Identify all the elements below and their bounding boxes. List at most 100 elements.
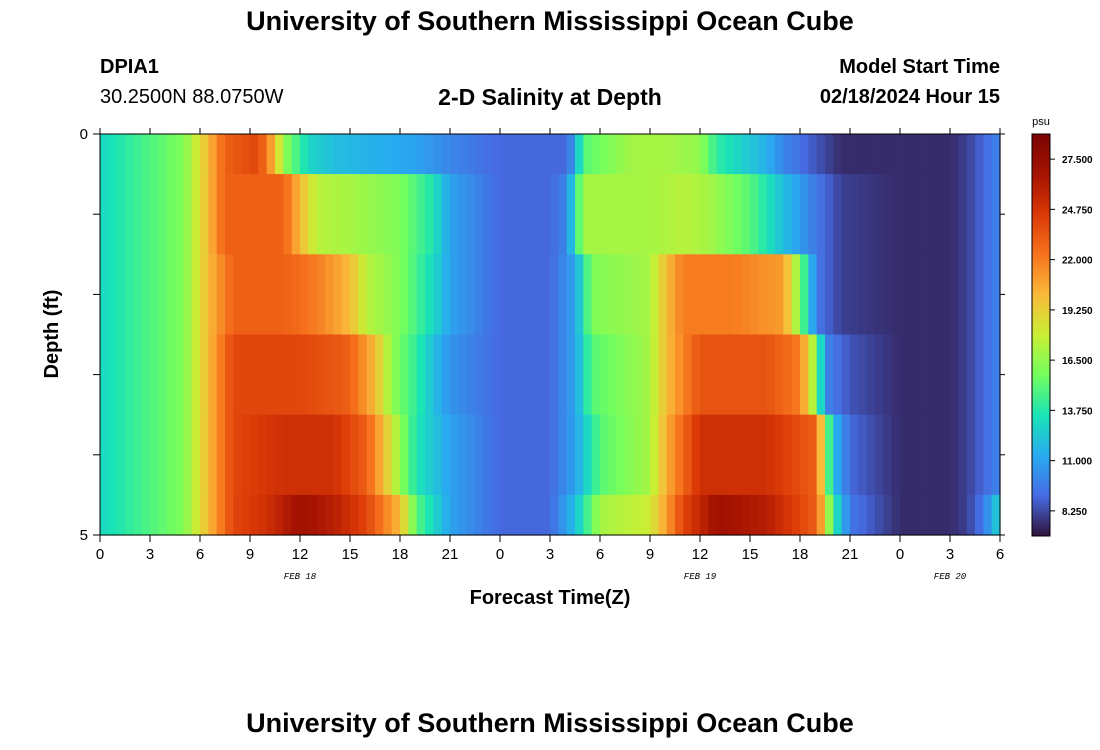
colorbar-tick-label: 8.250 <box>1062 507 1087 518</box>
heat-cell <box>408 254 418 336</box>
x-tick-label: 18 <box>392 546 409 563</box>
heat-cell <box>841 174 851 255</box>
heat-cell <box>883 254 893 336</box>
heat-cell <box>516 414 526 496</box>
heat-cell <box>125 414 134 496</box>
heat-cell <box>558 174 568 255</box>
heat-cell <box>725 494 734 536</box>
heat-cell <box>241 174 251 255</box>
heat-cell <box>383 134 393 175</box>
heat-cell <box>308 334 318 416</box>
heat-cell <box>916 134 926 175</box>
heat-cell <box>233 494 243 536</box>
heat-cell <box>108 414 118 496</box>
heat-cell <box>300 414 309 496</box>
heat-cell <box>775 174 784 255</box>
heat-cell <box>750 134 759 175</box>
heat-cell <box>441 414 451 496</box>
heat-cell <box>875 254 884 336</box>
heat-cell <box>175 134 184 175</box>
heat-cell <box>508 254 518 336</box>
heat-cell <box>316 254 326 336</box>
heat-cell <box>858 134 868 175</box>
heat-cell <box>541 414 551 496</box>
heat-cell <box>791 134 801 175</box>
heat-cell <box>541 334 551 416</box>
heat-cell <box>766 334 776 416</box>
heat-cell <box>750 254 759 336</box>
heat-cell <box>333 494 343 536</box>
heat-cell <box>191 174 201 255</box>
heat-cell <box>433 254 443 336</box>
heat-cell <box>858 254 868 336</box>
heat-cell <box>800 134 809 175</box>
heat-cell <box>191 134 201 175</box>
heat-cell <box>625 174 634 255</box>
heat-cell <box>108 174 118 255</box>
x-tick-label: 12 <box>292 546 309 563</box>
heat-cell <box>875 174 884 255</box>
heat-cell <box>316 334 326 416</box>
heat-cell <box>675 254 684 336</box>
heat-cell <box>900 254 909 336</box>
heat-cell <box>975 494 984 536</box>
heat-cell <box>483 494 493 536</box>
heat-cell <box>683 254 693 336</box>
heat-cell <box>441 334 451 416</box>
plot-title: 2-D Salinity at Depth <box>438 84 662 110</box>
heat-cell <box>658 254 668 336</box>
heat-cell <box>650 174 659 255</box>
heat-cell <box>650 134 659 175</box>
heat-cell <box>466 254 476 336</box>
heat-cell <box>391 494 401 536</box>
heat-cell <box>183 414 193 496</box>
heat-cell <box>991 414 1001 496</box>
heat-cell <box>791 414 801 496</box>
y-axis-ticks: 05 <box>80 126 1005 544</box>
heat-cell <box>500 334 509 416</box>
heat-cell <box>125 334 134 416</box>
heat-cell <box>825 134 834 175</box>
heat-cell <box>683 174 693 255</box>
heat-cell <box>275 254 284 336</box>
heat-cell <box>150 254 159 336</box>
heat-cell <box>758 494 768 536</box>
heat-cell <box>941 134 951 175</box>
heat-cell <box>441 134 451 175</box>
heat-cell <box>575 494 584 536</box>
heat-cell <box>408 494 418 536</box>
heat-cell <box>483 334 493 416</box>
heat-cell <box>691 414 701 496</box>
heat-cell <box>808 134 818 175</box>
heat-cell <box>100 414 109 496</box>
heat-cell <box>400 134 409 175</box>
heat-cell <box>425 414 434 496</box>
heat-cell <box>508 414 518 496</box>
heat-cell <box>491 494 501 536</box>
heat-cell <box>200 174 209 255</box>
heat-cell <box>358 174 368 255</box>
heat-cell <box>533 414 543 496</box>
heat-cell <box>833 174 843 255</box>
heat-cell <box>741 174 751 255</box>
heat-cell <box>783 414 793 496</box>
heat-cell <box>750 174 759 255</box>
heat-cell <box>458 174 468 255</box>
heat-cell <box>533 134 543 175</box>
heat-cell <box>966 334 976 416</box>
heat-cell <box>575 134 584 175</box>
heat-cell <box>916 494 926 536</box>
heat-cell <box>975 414 984 496</box>
heat-cell <box>633 254 643 336</box>
heat-cell <box>225 134 234 175</box>
heat-cell <box>616 494 626 536</box>
heat-cell <box>225 334 234 416</box>
x-axis-label: Forecast Time(Z) <box>470 587 631 609</box>
heat-cell <box>158 134 168 175</box>
heat-cell <box>491 254 501 336</box>
x-tick-label: 15 <box>742 546 759 563</box>
heat-cell <box>416 414 426 496</box>
heat-cell <box>933 494 943 536</box>
heat-cell <box>358 494 368 536</box>
heat-cell <box>175 414 184 496</box>
